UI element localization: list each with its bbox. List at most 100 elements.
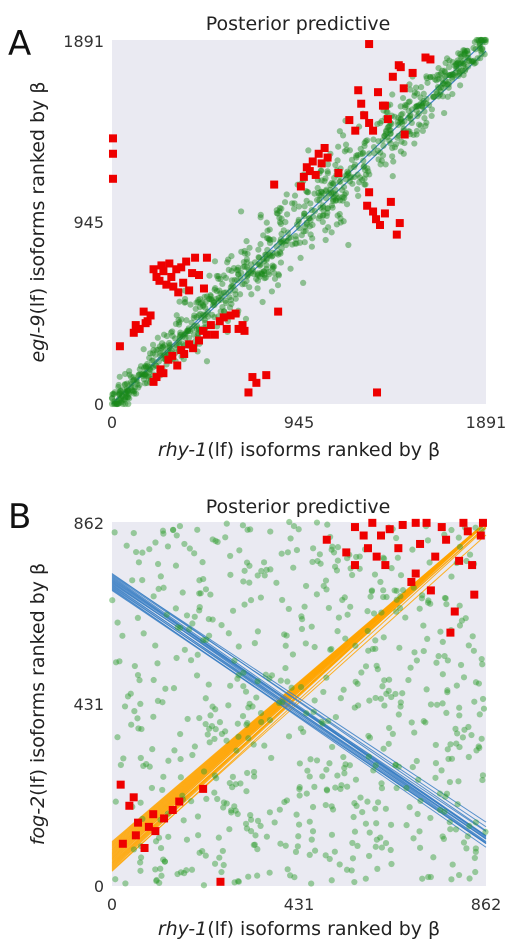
- inlier-point: [304, 189, 312, 196]
- inlier-point: [461, 726, 468, 733]
- inlier-point: [447, 826, 454, 833]
- inlier-point: [295, 526, 302, 533]
- inlier-point: [150, 593, 157, 600]
- inlier-point: [413, 131, 420, 138]
- inlier-point: [212, 537, 219, 544]
- outlier-point: [175, 797, 184, 806]
- inlier-point: [332, 196, 339, 204]
- outlier-point: [375, 220, 384, 229]
- inlier-point: [388, 860, 395, 868]
- inlier-point: [372, 805, 379, 812]
- inlier-point: [181, 331, 188, 338]
- inlier-point: [181, 295, 189, 303]
- inlier-point: [195, 296, 202, 303]
- inlier-point: [123, 542, 130, 549]
- inlier-point: [449, 71, 456, 78]
- inlier-point: [322, 801, 329, 809]
- inlier-point: [277, 840, 284, 847]
- inlier-point: [129, 577, 136, 584]
- inlier-point: [429, 93, 437, 101]
- inlier-point: [249, 267, 256, 275]
- inlier-point: [379, 137, 386, 144]
- inlier-point: [285, 605, 292, 613]
- outlier-point: [365, 188, 374, 197]
- inlier-point: [396, 644, 403, 651]
- inlier-point: [124, 387, 131, 394]
- outlier-point: [365, 118, 374, 127]
- inlier-point: [208, 297, 215, 304]
- inlier-point: [124, 387, 131, 395]
- inlier-point: [350, 163, 358, 171]
- inlier-point: [237, 780, 244, 787]
- inlier-point: [126, 371, 133, 378]
- inlier-point: [282, 664, 289, 672]
- inlier-point: [244, 273, 251, 280]
- inlier-point: [146, 369, 153, 376]
- panel-b-xtick-left: 0: [107, 895, 117, 914]
- inlier-point: [420, 718, 427, 725]
- inlier-point: [426, 559, 433, 566]
- inlier-point: [393, 587, 400, 594]
- inlier-point: [246, 700, 253, 707]
- inlier-point: [116, 390, 123, 397]
- inlier-point: [316, 551, 323, 558]
- inlier-point: [223, 520, 230, 527]
- inlier-point: [418, 595, 425, 602]
- inlier-point: [449, 75, 456, 82]
- inlier-point: [455, 59, 462, 66]
- inlier-point: [336, 194, 343, 201]
- inlier-point: [237, 275, 244, 282]
- inlier-point: [258, 567, 265, 575]
- inlier-point: [225, 256, 232, 263]
- inlier-point: [380, 587, 387, 594]
- inlier-point: [131, 384, 139, 391]
- inlier-point: [254, 572, 261, 579]
- inlier-point: [133, 390, 140, 397]
- inlier-point: [306, 215, 313, 222]
- inlier-point: [241, 280, 248, 288]
- outlier-point: [437, 523, 446, 532]
- inlier-point: [382, 161, 389, 168]
- inlier-point: [476, 42, 483, 50]
- inlier-point: [110, 390, 117, 397]
- inlier-point: [213, 775, 220, 782]
- inlier-point: [389, 730, 396, 737]
- inlier-point: [401, 118, 408, 125]
- inlier-point: [296, 239, 304, 246]
- inlier-point: [255, 254, 262, 261]
- inlier-point: [159, 527, 167, 534]
- inlier-point: [217, 308, 224, 315]
- inlier-point: [314, 557, 321, 565]
- panel-b: B Posterior predictive 862 431 0 0 431 8…: [8, 496, 501, 940]
- inlier-point: [125, 400, 132, 408]
- inlier-point: [465, 57, 473, 65]
- inlier-point: [196, 607, 203, 614]
- inlier-point: [439, 67, 446, 74]
- inlier-point: [471, 38, 479, 46]
- outlier-point: [311, 170, 320, 179]
- inlier-point: [164, 543, 172, 550]
- inlier-point: [137, 799, 144, 806]
- inlier-point: [475, 743, 482, 750]
- inlier-point: [282, 241, 290, 249]
- inlier-point: [411, 729, 418, 736]
- inlier-point: [401, 139, 408, 147]
- inlier-point: [348, 173, 355, 181]
- outlier-point: [244, 388, 253, 397]
- inlier-point: [242, 315, 250, 322]
- inlier-point: [409, 546, 416, 553]
- inlier-point: [445, 81, 452, 88]
- inlier-point: [346, 178, 353, 185]
- inlier-point: [211, 286, 218, 293]
- inlier-point: [216, 719, 224, 726]
- inlier-point: [465, 642, 472, 649]
- inlier-point: [140, 346, 147, 353]
- inlier-point: [443, 709, 450, 717]
- inlier-point: [381, 702, 388, 709]
- inlier-point: [122, 388, 129, 396]
- inlier-point: [253, 694, 260, 701]
- inlier-point: [448, 573, 455, 580]
- inlier-point: [403, 784, 410, 792]
- inlier-point: [304, 189, 311, 196]
- inlier-point: [392, 762, 399, 769]
